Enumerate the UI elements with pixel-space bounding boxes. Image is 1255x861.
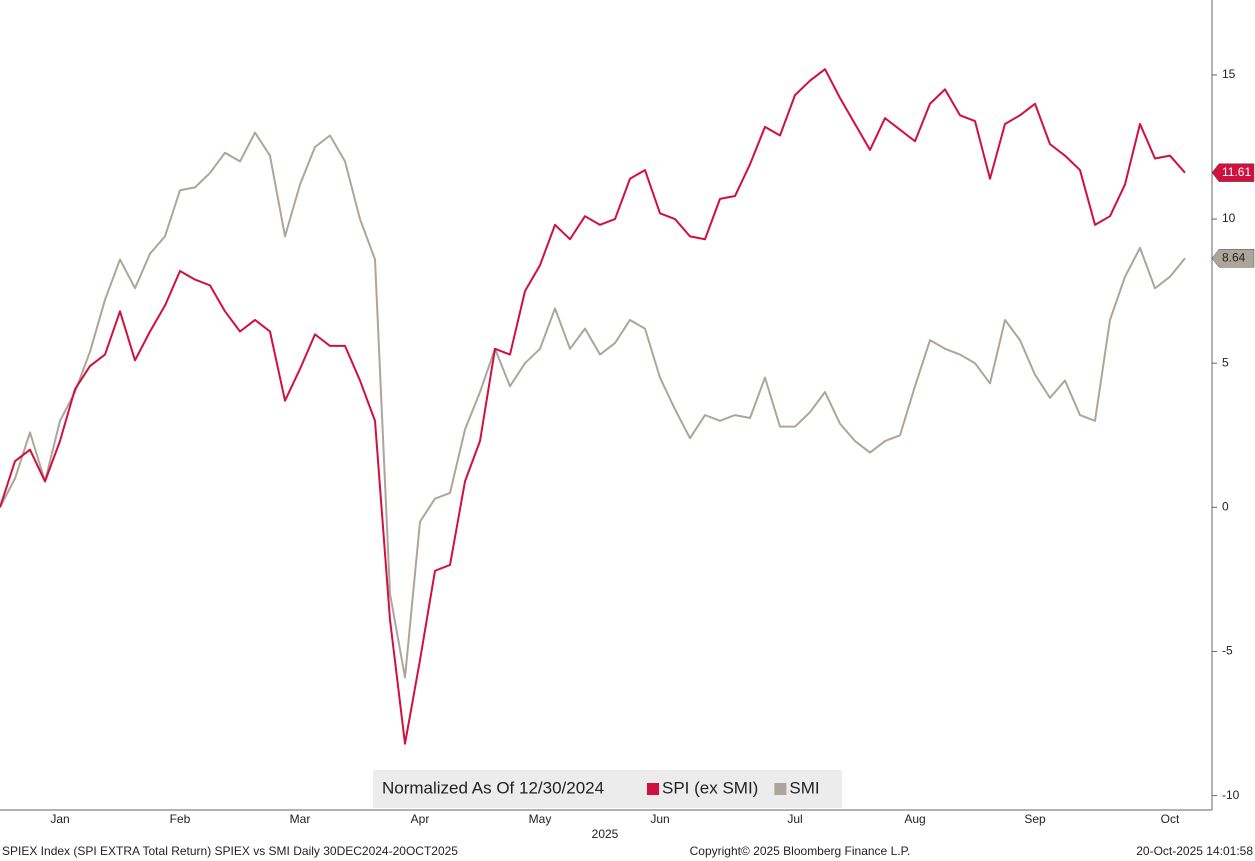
end-value-label: 11.61 [1222,165,1251,179]
legend-label: SPI (ex SMI) [662,778,758,797]
series-line [0,131,1186,679]
end-flag [1211,163,1255,182]
x-tick-label: Aug [904,812,925,826]
x-tick-label: Sep [1024,812,1046,826]
x-tick-label: Oct [1161,812,1180,826]
legend-label: SMI [789,778,819,797]
x-tick-label: May [529,812,552,826]
y-tick-label: 10 [1222,211,1236,225]
y-tick-label: -10 [1222,788,1240,802]
footer-left: SPIEX Index (SPI EXTRA Total Return) SPI… [2,844,458,858]
x-tick-label: Mar [290,812,311,826]
y-tick-label: -5 [1222,644,1233,658]
legend-swatch [647,783,659,795]
x-tick-label: Jan [50,812,69,826]
y-tick-label: 15 [1222,67,1236,81]
x-tick-label: Jul [787,812,802,826]
series-line [0,68,1186,745]
x-tick-label: Feb [170,812,191,826]
legend-swatch [774,783,787,795]
legend-title: Normalized As Of 12/30/2024 [382,778,604,797]
x-tick-label: Apr [411,812,430,826]
legend-box [373,770,842,808]
x-axis-label: 2025 [592,827,619,841]
x-tick-label: Jun [650,812,669,826]
end-value-label: 8.64 [1222,250,1246,264]
footer-right: 20-Oct-2025 14:01:58 [1136,844,1253,858]
end-flag [1211,249,1255,268]
y-tick-label: 0 [1222,500,1229,514]
y-tick-label: 5 [1222,355,1229,369]
footer-center: Copyright© 2025 Bloomberg Finance L.P. [690,844,911,858]
